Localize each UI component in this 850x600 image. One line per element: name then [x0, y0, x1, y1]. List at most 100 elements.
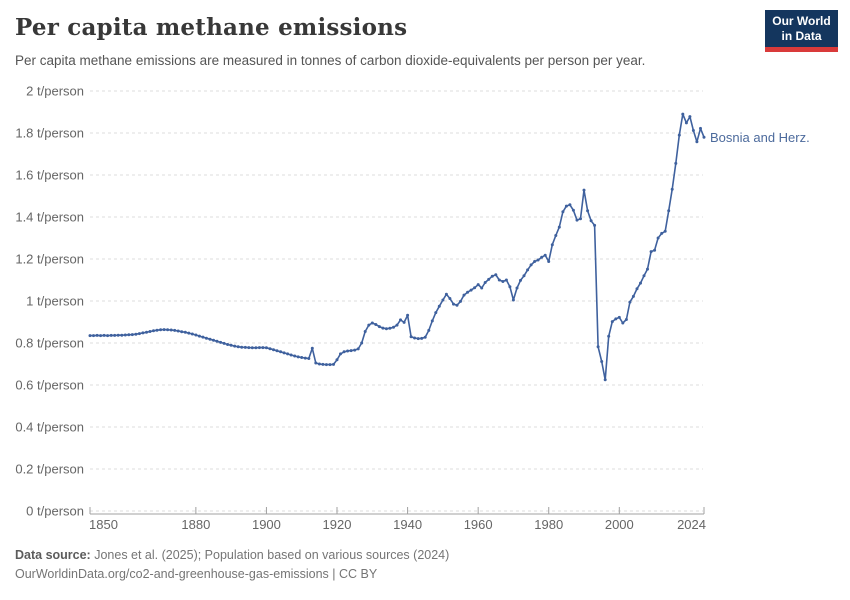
owid-logo[interactable]: Our World in Data: [765, 10, 838, 52]
data-point: [575, 218, 579, 222]
data-point: [455, 303, 459, 307]
data-point: [293, 354, 297, 358]
data-point: [663, 229, 667, 233]
data-point: [621, 321, 625, 325]
data-point: [388, 326, 392, 330]
data-point: [603, 378, 607, 382]
data-point: [557, 225, 561, 229]
data-point: [356, 347, 360, 351]
data-source-text: Jones et al. (2025); Population based on…: [90, 548, 450, 562]
data-point: [95, 333, 99, 337]
x-tick-label: 1900: [252, 517, 281, 532]
data-point: [550, 243, 554, 247]
data-point: [307, 357, 311, 360]
data-point: [212, 338, 215, 342]
data-point: [145, 330, 148, 334]
data-point: [169, 328, 173, 332]
data-point: [543, 253, 547, 257]
data-point: [353, 348, 357, 352]
data-point: [148, 330, 152, 333]
data-point: [406, 313, 410, 317]
data-point: [511, 298, 515, 302]
data-point: [363, 330, 367, 333]
data-point: [183, 330, 187, 334]
data-point: [152, 329, 155, 333]
data-point: [399, 318, 402, 322]
data-point: [607, 334, 611, 338]
data-point: [377, 325, 381, 329]
data-point: [116, 333, 120, 337]
data-point: [208, 337, 212, 341]
data-point: [229, 343, 233, 347]
data-point: [275, 349, 279, 353]
data-point: [324, 363, 328, 367]
data-point: [282, 351, 286, 355]
data-point: [635, 287, 639, 291]
data-point: [466, 290, 470, 294]
data-point: [233, 344, 237, 348]
data-point: [321, 362, 325, 366]
data-point: [653, 248, 657, 252]
x-tick-label: 2000: [605, 517, 634, 532]
data-point: [180, 330, 184, 334]
data-point: [173, 328, 177, 332]
data-point: [448, 297, 452, 300]
data-point: [437, 304, 441, 308]
data-point: [137, 332, 141, 336]
y-tick-label: 1.4 t/person: [15, 210, 84, 225]
data-point: [561, 210, 565, 214]
data-point: [187, 331, 191, 335]
data-point: [617, 315, 621, 319]
x-tick-label: 1960: [464, 517, 493, 532]
data-point: [92, 334, 95, 338]
data-point: [416, 337, 420, 341]
y-tick-label: 1.2 t/person: [15, 252, 84, 267]
data-point: [462, 293, 466, 297]
data-point: [257, 346, 261, 350]
data-point: [279, 350, 283, 354]
data-point: [624, 318, 628, 321]
data-point: [120, 333, 124, 337]
x-tick-label: 1850: [89, 517, 118, 532]
data-point: [374, 323, 378, 326]
data-point: [190, 332, 194, 336]
data-point: [215, 339, 219, 343]
data-point: [571, 208, 575, 212]
data-point: [501, 280, 505, 283]
data-point: [596, 345, 600, 349]
data-point: [317, 362, 321, 366]
data-point: [141, 331, 145, 335]
owid-url-link[interactable]: OurWorldinData.org/co2-and-greenhouse-ga…: [15, 567, 378, 582]
data-point: [332, 362, 335, 366]
data-point: [642, 274, 646, 278]
data-point: [504, 278, 508, 282]
data-point: [250, 346, 254, 350]
data-point: [339, 352, 342, 356]
y-tick-label: 0.8 t/person: [15, 336, 84, 351]
y-tick-label: 0 t/person: [26, 504, 84, 519]
data-point: [639, 281, 642, 285]
data-point: [434, 311, 438, 315]
data-point: [384, 327, 388, 331]
data-point: [610, 320, 614, 324]
x-tick-label: 2024: [677, 517, 706, 532]
data-point: [392, 325, 395, 329]
data-point: [226, 343, 230, 346]
data-point: [695, 140, 699, 144]
series-line[interactable]: [89, 113, 705, 381]
data-point: [483, 281, 487, 284]
data-point: [646, 267, 649, 271]
data-point: [201, 335, 205, 339]
y-tick-label: 2 t/person: [26, 84, 84, 99]
data-point: [699, 126, 702, 130]
data-point: [473, 286, 477, 290]
data-point: [579, 217, 582, 221]
data-point: [409, 335, 413, 339]
data-point: [166, 328, 170, 332]
data-point: [614, 317, 618, 321]
data-point: [360, 341, 364, 345]
data-point: [247, 346, 251, 350]
data-point: [127, 333, 131, 337]
data-point: [102, 333, 106, 337]
